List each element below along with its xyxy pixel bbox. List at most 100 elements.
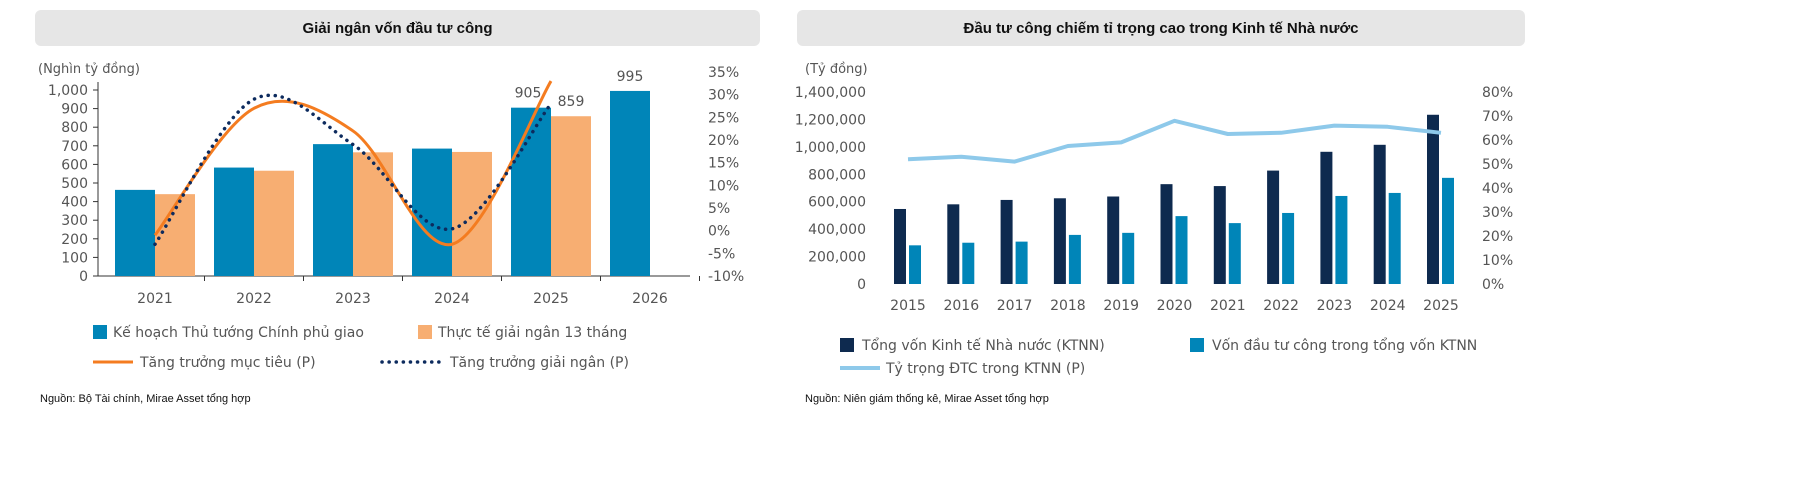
x-tick-label: 2021 bbox=[137, 291, 173, 307]
y-tick-label: 800 bbox=[61, 120, 88, 136]
y2-tick-label: 0% bbox=[1482, 277, 1504, 293]
bar-ktnn-2024 bbox=[1373, 144, 1386, 284]
y2-tick-label: 10% bbox=[708, 178, 739, 194]
bar-plan-2026 bbox=[610, 90, 650, 277]
legend-label-public-investment: Vốn đầu tư công trong tổng vốn KTNN bbox=[1212, 337, 1477, 354]
bar-ktnn-2019 bbox=[1107, 196, 1120, 284]
y-tick-label: 1,200,000 bbox=[795, 112, 866, 128]
y2-tick-label: -5% bbox=[708, 246, 735, 262]
x-tick-label: 2016 bbox=[943, 298, 979, 314]
y-tick-label: 1,400,000 bbox=[795, 85, 866, 101]
bar-ktnn-2025 bbox=[1427, 114, 1439, 284]
bar-public-investment-2017 bbox=[1015, 241, 1028, 284]
legend-label-actual: Thực tế giải ngân 13 tháng bbox=[437, 324, 627, 341]
y-tick-label: 500 bbox=[61, 176, 88, 192]
y2-tick-label: 5% bbox=[708, 201, 730, 217]
y2-tick-label: 10% bbox=[1482, 253, 1513, 269]
bar-public-investment-2025 bbox=[1442, 177, 1454, 284]
x-tick-label: 2023 bbox=[335, 291, 371, 307]
bar-ktnn-2016 bbox=[947, 204, 960, 284]
y2-tick-label: 50% bbox=[1482, 157, 1513, 173]
x-tick-label: 2018 bbox=[1050, 298, 1086, 314]
y-tick-label: 100 bbox=[61, 250, 88, 266]
y-tick-label: 300 bbox=[61, 213, 88, 229]
y-tick-label: 200,000 bbox=[808, 250, 866, 266]
y-axis-label: (Nghìn tỷ đồng) bbox=[38, 62, 140, 77]
x-tick-label: 2026 bbox=[632, 291, 668, 307]
bar-plan-2021 bbox=[115, 189, 155, 276]
y-tick-label: 600,000 bbox=[808, 195, 866, 211]
bar-actual-2024 bbox=[452, 151, 492, 276]
y2-tick-label: 30% bbox=[1482, 205, 1513, 221]
y2-tick-label: 70% bbox=[1482, 109, 1513, 125]
x-tick-label: 2021 bbox=[1210, 298, 1246, 314]
x-tick-label: 2020 bbox=[1157, 298, 1193, 314]
y2-tick-label: 25% bbox=[708, 110, 739, 126]
bar-public-investment-2016 bbox=[962, 242, 975, 284]
bar-public-investment-2018 bbox=[1068, 234, 1081, 284]
bar-public-investment-2024 bbox=[1388, 192, 1401, 284]
bar-public-investment-2021 bbox=[1228, 223, 1241, 284]
y-tick-label: 400 bbox=[61, 195, 88, 211]
line-disbursement-growth bbox=[153, 93, 553, 247]
bar-actual-2025 bbox=[551, 116, 591, 276]
bar-ktnn-2023 bbox=[1320, 151, 1333, 284]
bar-actual-2023 bbox=[353, 152, 393, 276]
bar-ktnn-2021 bbox=[1213, 186, 1226, 284]
x-tick-label: 2024 bbox=[1370, 298, 1406, 314]
bar-public-investment-2022 bbox=[1282, 212, 1295, 284]
x-tick-label: 2017 bbox=[997, 298, 1033, 314]
y-tick-label: 1,000 bbox=[48, 83, 88, 99]
chart2-source: Nguồn: Niên giám thống kê, Mirae Asset t… bbox=[805, 393, 1049, 405]
legend-label-ktnn: Tổng vốn Kinh tế Nhà nước (KTNN) bbox=[861, 337, 1105, 354]
legend-label-plan: Kế hoạch Thủ tướng Chính phủ giao bbox=[113, 324, 364, 341]
legend-swatch-ktnn bbox=[840, 338, 854, 352]
x-tick-label: 2022 bbox=[236, 291, 272, 307]
x-tick-label: 2019 bbox=[1103, 298, 1139, 314]
x-tick-label: 2022 bbox=[1263, 298, 1299, 314]
bar-ktnn-2017 bbox=[1000, 199, 1013, 284]
y-tick-label: 0 bbox=[857, 277, 866, 293]
chart1-source: Nguồn: Bộ Tài chính, Mirae Asset tổng hợ… bbox=[40, 393, 251, 405]
x-tick-label: 2024 bbox=[434, 291, 470, 307]
bar-plan-2022 bbox=[214, 167, 254, 276]
bar-ktnn-2022 bbox=[1267, 170, 1280, 284]
x-tick-label: 2025 bbox=[533, 291, 569, 307]
legend-swatch-public-investment bbox=[1190, 338, 1204, 352]
y-tick-label: 200 bbox=[61, 232, 88, 248]
legend-label-disbursement: Tăng trưởng giải ngân (P) bbox=[449, 355, 629, 371]
line-target-growth bbox=[153, 80, 553, 246]
bar-public-investment-2020 bbox=[1175, 216, 1188, 284]
y2-tick-label: 30% bbox=[708, 88, 739, 104]
bar-public-investment-2019 bbox=[1122, 232, 1135, 284]
legend-swatch-actual bbox=[418, 325, 432, 339]
y-tick-label: 0 bbox=[79, 269, 88, 285]
legend-label-share: Tỷ trọng ĐTC trong KTNN (P) bbox=[885, 361, 1085, 377]
x-tick-label: 2023 bbox=[1317, 298, 1353, 314]
y-tick-label: 800,000 bbox=[808, 167, 866, 183]
chart2-title: Đầu tư công chiếm tỉ trọng cao trong Kin… bbox=[797, 10, 1525, 46]
y2-tick-label: 0% bbox=[708, 224, 730, 240]
y2-tick-label: 20% bbox=[708, 133, 739, 149]
y2-tick-label: 80% bbox=[1482, 85, 1513, 101]
y-tick-label: 400,000 bbox=[808, 222, 866, 238]
y-tick-label: 900 bbox=[61, 102, 88, 118]
bar-ktnn-2018 bbox=[1053, 198, 1066, 284]
legend-label-target: Tăng trưởng mục tiêu (P) bbox=[139, 355, 316, 371]
y-tick-label: 1,000,000 bbox=[795, 140, 866, 156]
y-tick-label: 600 bbox=[61, 157, 88, 173]
y2-tick-label: 15% bbox=[708, 156, 739, 172]
y-axis-label: (Tỷ đồng) bbox=[805, 62, 868, 77]
bar-plan-2023 bbox=[313, 144, 353, 276]
y2-tick-label: 40% bbox=[1482, 181, 1513, 197]
y-tick-label: 700 bbox=[61, 139, 88, 155]
chart1-title: Giải ngân vốn đầu tư công bbox=[35, 10, 760, 46]
bar-public-investment-2015 bbox=[909, 245, 921, 284]
x-tick-label: 2015 bbox=[890, 298, 926, 314]
legend-swatch-plan bbox=[93, 325, 107, 339]
bar-plan-2025 bbox=[511, 107, 551, 276]
data-label: 859 bbox=[558, 94, 585, 110]
y2-tick-label: 60% bbox=[1482, 133, 1513, 149]
line-share bbox=[907, 118, 1442, 164]
